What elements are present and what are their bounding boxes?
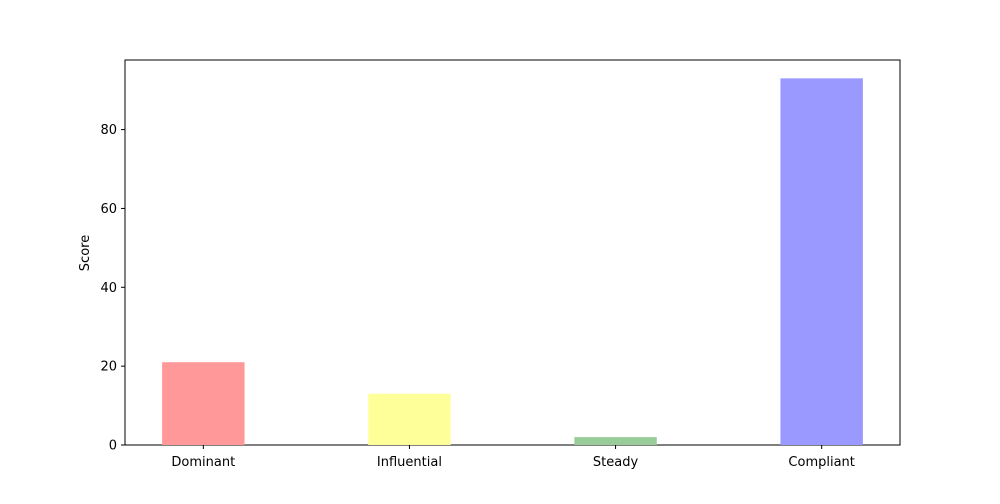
x-tick-label: Steady [593,455,639,470]
x-tick-label: Influential [377,455,442,470]
bar-dominant [162,362,245,445]
bar-compliant [780,78,863,445]
bar-influential [368,393,451,445]
y-axis: 0 20 40 60 80 [100,123,125,454]
bars-group [162,78,863,445]
y-tick-label: 40 [100,281,117,296]
y-tick-label: 0 [109,439,117,454]
y-axis-label: Score [78,235,93,271]
x-tick-label: Dominant [171,455,235,470]
y-tick-label: 60 [100,202,117,217]
x-tick-label: Compliant [788,455,854,470]
bar-steady [574,437,657,445]
y-tick-label: 20 [100,360,117,375]
x-axis: Dominant Influential Steady Compliant [171,445,855,470]
plot-frame [124,59,901,446]
plot-area [124,59,901,446]
y-tick-label: 80 [100,123,117,138]
